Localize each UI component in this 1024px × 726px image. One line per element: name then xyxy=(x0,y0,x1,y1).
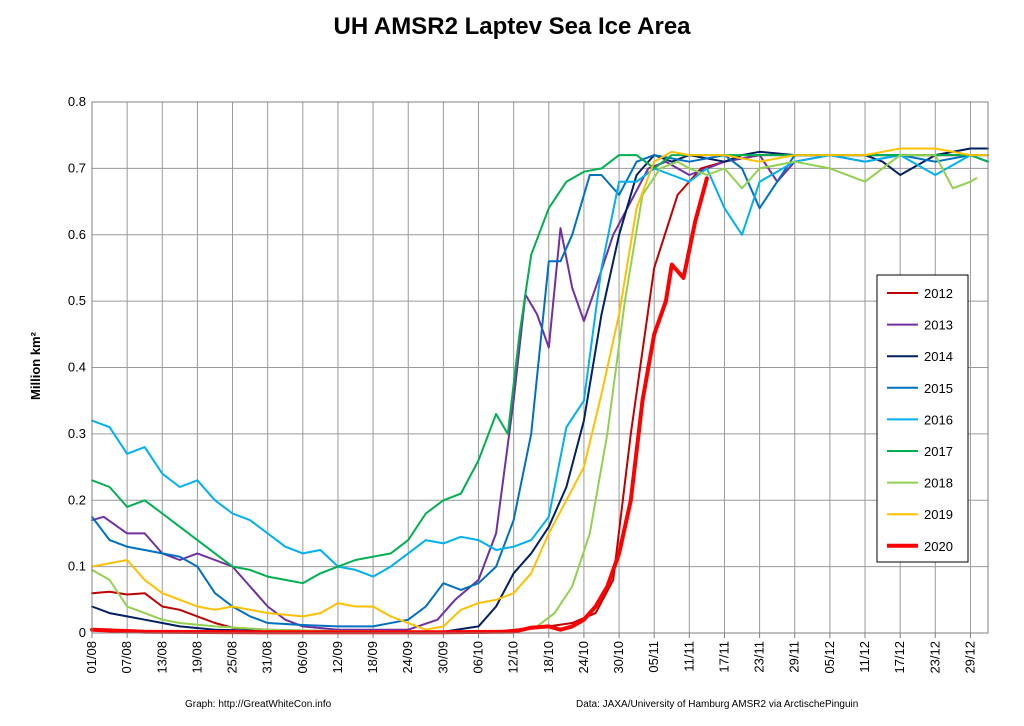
y-tick-label: 0.6 xyxy=(68,227,86,242)
y-tick-label: 0.2 xyxy=(68,492,86,507)
x-tick-label: 18/10 xyxy=(541,641,556,674)
series-line-2015 xyxy=(91,154,989,628)
legend-entry: 2019 xyxy=(924,507,953,522)
x-tick-label: 12/10 xyxy=(506,641,521,674)
x-tick-label: 17/12 xyxy=(892,641,907,674)
y-tick-label: 0.7 xyxy=(68,160,86,175)
series-line-2016 xyxy=(91,154,989,578)
legend-entry: 2015 xyxy=(924,381,953,396)
y-tick-label: 0.3 xyxy=(68,426,86,441)
x-tick-label: 06/09 xyxy=(295,641,310,674)
x-tick-label: 06/10 xyxy=(471,641,486,674)
footer-source: Data: JAXA/University of Hamburg AMSR2 v… xyxy=(576,699,858,710)
x-tick-label: 19/08 xyxy=(189,641,204,674)
x-tick-label: 29/12 xyxy=(962,641,977,674)
series-line-2014 xyxy=(91,147,989,633)
y-tick-labels: 0 0.1 0.2 0.3 0.4 0.5 0.6 0.7 0.8 xyxy=(68,94,86,640)
legend-entry: 2017 xyxy=(924,444,953,459)
x-tick-label: 23/11 xyxy=(752,641,767,673)
legend-entry: 2014 xyxy=(924,349,953,364)
y-tick-label: 0 xyxy=(79,625,86,640)
x-tick-label: 31/08 xyxy=(260,641,275,674)
x-tick-label: 05/11 xyxy=(646,641,661,673)
footer-credit: Graph: http://GreatWhiteCon.info xyxy=(185,699,332,710)
series-lines xyxy=(90,147,989,635)
x-tick-label: 11/11 xyxy=(681,641,696,672)
chart-title: UH AMSR2 Laptev Sea Ice Area xyxy=(333,13,691,40)
x-tick-label: 18/09 xyxy=(365,641,380,674)
x-tick-label: 05/12 xyxy=(822,641,837,674)
x-tick-label: 13/08 xyxy=(154,641,169,674)
legend-entry: 2012 xyxy=(924,286,953,301)
series-line-2017 xyxy=(91,154,989,585)
series-line-2019 xyxy=(91,147,989,631)
x-tick-label: 24/09 xyxy=(400,641,415,674)
series-line-2012 xyxy=(91,154,989,633)
y-axis-label: Million km² xyxy=(28,331,43,400)
x-tick-label: 07/08 xyxy=(119,641,134,674)
y-tick-label: 0.4 xyxy=(68,360,86,375)
x-tick-label: 17/11 xyxy=(716,641,731,673)
series-line-2013 xyxy=(91,154,989,631)
plot-frame xyxy=(91,101,989,634)
x-tick-label: 11/12 xyxy=(857,641,872,673)
y-tick-label: 0.5 xyxy=(68,293,86,308)
legend: 2012 2013 2014 2015 2016 2017 2018 2019 2020 xyxy=(876,274,969,563)
series-line-2018 xyxy=(91,154,978,633)
x-tick-label: 01/08 xyxy=(84,641,99,674)
legend-entry: 2013 xyxy=(924,318,953,333)
legend-entry: 2018 xyxy=(924,476,953,491)
x-tick-label: 25/08 xyxy=(225,641,240,674)
y-tick-label: 0.1 xyxy=(68,559,86,574)
x-tick-label: 23/12 xyxy=(927,641,942,674)
x-tick-labels: 01/08 07/08 13/08 19/08 25/08 31/08 06/09 12/09… xyxy=(84,641,977,674)
y-tick-label: 0.8 xyxy=(68,94,86,109)
x-tick-label: 29/11 xyxy=(787,641,802,673)
x-tick-label: 30/10 xyxy=(611,641,626,674)
legend-entry: 2020 xyxy=(924,539,953,554)
legend-entry: 2016 xyxy=(924,412,953,427)
x-tick-label: 30/09 xyxy=(435,641,450,674)
x-tick-label: 24/10 xyxy=(576,641,591,674)
x-tick-label: 12/09 xyxy=(330,641,345,674)
grid xyxy=(91,101,988,638)
series-line-2020 xyxy=(90,176,709,635)
